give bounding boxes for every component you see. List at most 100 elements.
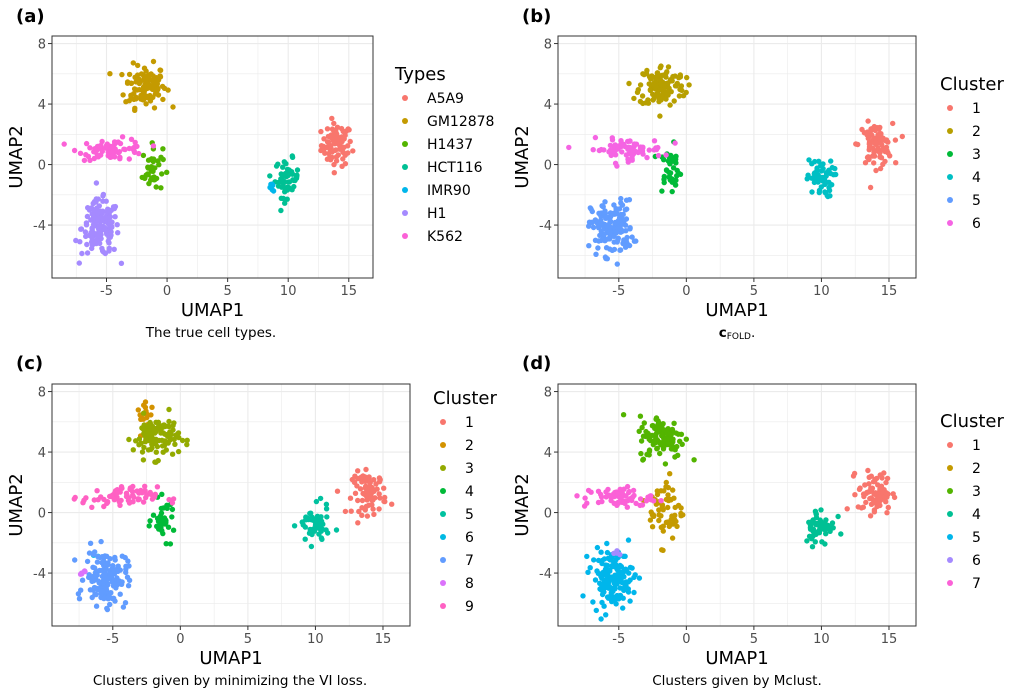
point-series-2 [676, 93, 683, 99]
point-series-3 [669, 446, 675, 452]
point-series-5 [598, 573, 604, 579]
y-tick-label: 0 [544, 159, 552, 174]
point-series-5 [604, 549, 611, 556]
point-series-6 [614, 550, 620, 556]
point-series-3 [639, 424, 645, 431]
point-series-HCT116 [278, 207, 284, 214]
point-series-2 [142, 399, 149, 405]
point-series-GM12878 [143, 68, 149, 74]
point-series-H1 [91, 208, 98, 214]
legend-entry-label: 4 [465, 484, 474, 500]
y-tick-label: 4 [544, 98, 552, 113]
point-series-5 [621, 574, 627, 580]
point-series-1 [851, 470, 858, 477]
point-series-4 [822, 520, 828, 527]
point-series-1 [890, 120, 896, 127]
point-series-H1 [88, 217, 94, 223]
point-series-4 [809, 189, 815, 195]
point-series-4 [167, 541, 174, 547]
point-series-5 [592, 577, 599, 583]
point-series-5 [624, 234, 630, 241]
point-series-2 [647, 517, 654, 523]
y-tick-label: 8 [38, 386, 46, 401]
point-series-1 [355, 468, 361, 474]
point-series-7 [629, 494, 636, 500]
point-series-7 [595, 488, 602, 494]
point-series-7 [107, 571, 113, 577]
point-series-GM12878 [165, 87, 171, 93]
point-series-3 [673, 177, 679, 183]
point-series-2 [653, 83, 659, 89]
point-series-5 [622, 207, 628, 213]
point-series-1 [877, 497, 884, 503]
legend-entry-label: 1 [972, 101, 981, 117]
y-axis-title: UMAP2 [6, 473, 27, 536]
point-series-3 [669, 158, 676, 164]
point-series-2 [660, 507, 666, 513]
chart-panel-1: -5 0 5 10 15 -4 0 4 8 UMAP1 UMAP2 (a) Types A5A9 GM128… [6, 6, 494, 341]
point-series-A5A9 [339, 163, 345, 169]
point-series-2 [648, 75, 655, 81]
point-series-1 [885, 139, 891, 145]
point-series-6 [607, 142, 614, 149]
point-series-6 [619, 149, 625, 155]
legend-entry-label: K562 [427, 229, 463, 245]
point-series-3 [148, 433, 154, 439]
point-series-A5A9 [324, 139, 331, 145]
point-series-A5A9 [321, 136, 327, 142]
point-series-3 [126, 436, 132, 443]
point-series-1 [863, 499, 869, 506]
x-tick-label: 10 [813, 284, 830, 299]
point-series-2 [639, 93, 646, 99]
point-series-3 [666, 174, 672, 180]
point-series-HCT116 [282, 200, 288, 206]
point-series-3 [644, 451, 650, 458]
x-tick-label: 10 [813, 632, 830, 647]
point-series-9 [130, 492, 136, 498]
point-series-H1 [111, 246, 117, 252]
point-series-4 [806, 157, 812, 163]
point-series-4 [809, 544, 816, 550]
legend-entry-label: 6 [972, 216, 981, 232]
point-series-7 [120, 604, 127, 610]
point-series-6 [631, 141, 638, 147]
point-series-5 [587, 565, 593, 571]
x-tick-label: 0 [163, 284, 171, 299]
point-series-3 [171, 436, 177, 443]
point-series-5 [598, 616, 604, 622]
point-series-5 [627, 226, 633, 232]
point-series-3 [671, 420, 677, 426]
point-series-1 [893, 160, 899, 166]
point-series-K562 [117, 140, 124, 147]
legend-entry-label: 6 [465, 530, 474, 546]
points-group [71, 399, 395, 613]
point-series-HCT116 [273, 163, 280, 169]
point-series-5 [598, 228, 604, 234]
point-series-H1 [76, 260, 83, 266]
point-series-1 [864, 132, 870, 138]
y-tick-label: 0 [544, 507, 552, 522]
point-series-4 [809, 161, 815, 167]
point-series-1 [871, 160, 877, 166]
y-tick-label: -4 [33, 567, 46, 582]
point-series-1 [376, 479, 383, 485]
point-series-7 [630, 487, 637, 494]
point-series-7 [87, 540, 94, 546]
point-series-1 [860, 504, 866, 510]
legend-entry-label: 4 [972, 507, 981, 523]
point-series-4 [169, 506, 176, 513]
point-series-HCT116 [284, 196, 290, 202]
point-series-6 [627, 138, 633, 144]
point-series-3 [170, 427, 176, 433]
point-series-1 [864, 154, 871, 161]
point-series-7 [94, 572, 100, 578]
point-series-1 [371, 511, 377, 518]
point-series-5 [623, 579, 629, 585]
point-series-6 [635, 149, 641, 156]
point-series-2 [683, 89, 689, 96]
point-series-5 [613, 557, 619, 563]
point-series-1 [868, 127, 874, 134]
point-series-2 [135, 407, 141, 413]
point-series-4 [816, 189, 822, 196]
point-series-6 [651, 138, 658, 144]
